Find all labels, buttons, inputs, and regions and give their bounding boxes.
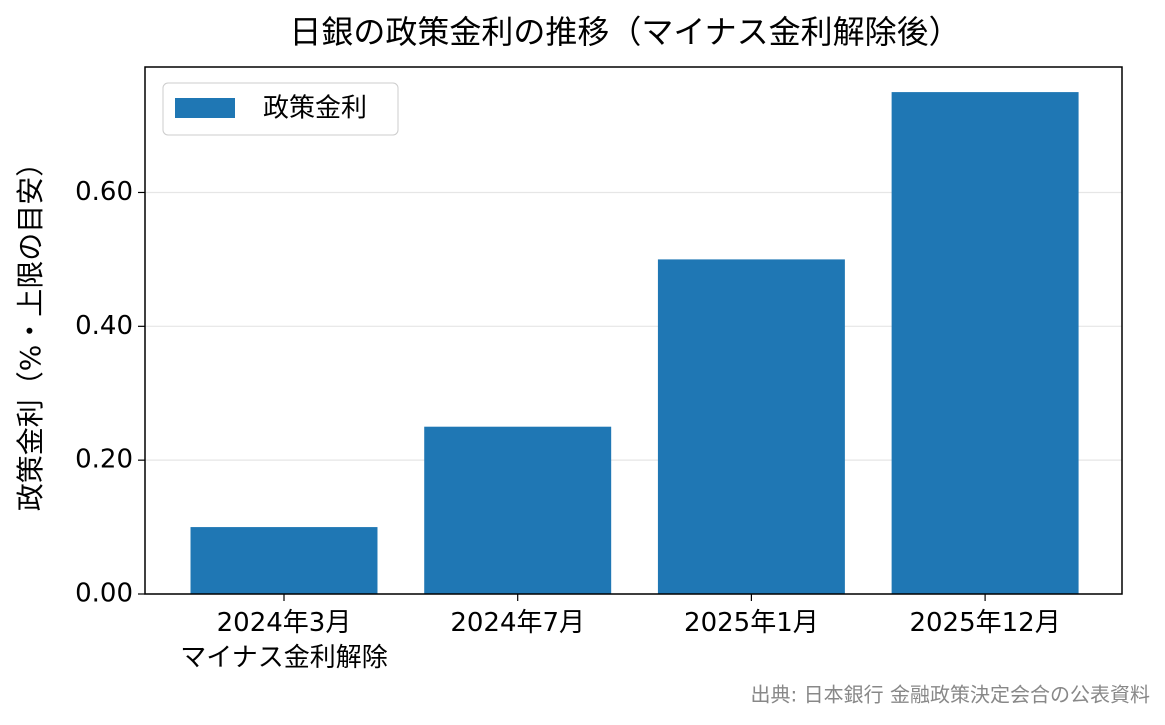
bar	[891, 92, 1079, 594]
y-tick-label: 0.20	[75, 445, 133, 475]
plot-frame	[144, 66, 1123, 595]
y-tick-label: 0.40	[75, 311, 133, 341]
y-axis-label: 政策金利（%・上限の目安）	[14, 149, 47, 512]
y-tick-label: 0.60	[75, 177, 133, 207]
bar	[424, 426, 612, 594]
legend: 政策金利	[162, 82, 399, 136]
bar	[190, 527, 378, 594]
legend-label: 政策金利	[263, 94, 367, 124]
legend-box	[162, 82, 399, 136]
x-tick-label: 2025年1月	[684, 608, 819, 638]
x-tick-label: 2024年3月マイナス金利解除	[180, 608, 387, 673]
chart-title: 日銀の政策金利の推移（マイナス金利解除後）	[289, 13, 960, 51]
x-tick-label: 2024年7月	[450, 608, 585, 638]
source-note: 出典: 日本銀行 金融政策決定会合の公表資料	[751, 683, 1150, 707]
x-tick-label: 2025年12月	[909, 608, 1060, 638]
bar	[657, 259, 845, 594]
y-tick-label: 0.00	[75, 579, 133, 609]
legend-swatch	[175, 98, 235, 118]
